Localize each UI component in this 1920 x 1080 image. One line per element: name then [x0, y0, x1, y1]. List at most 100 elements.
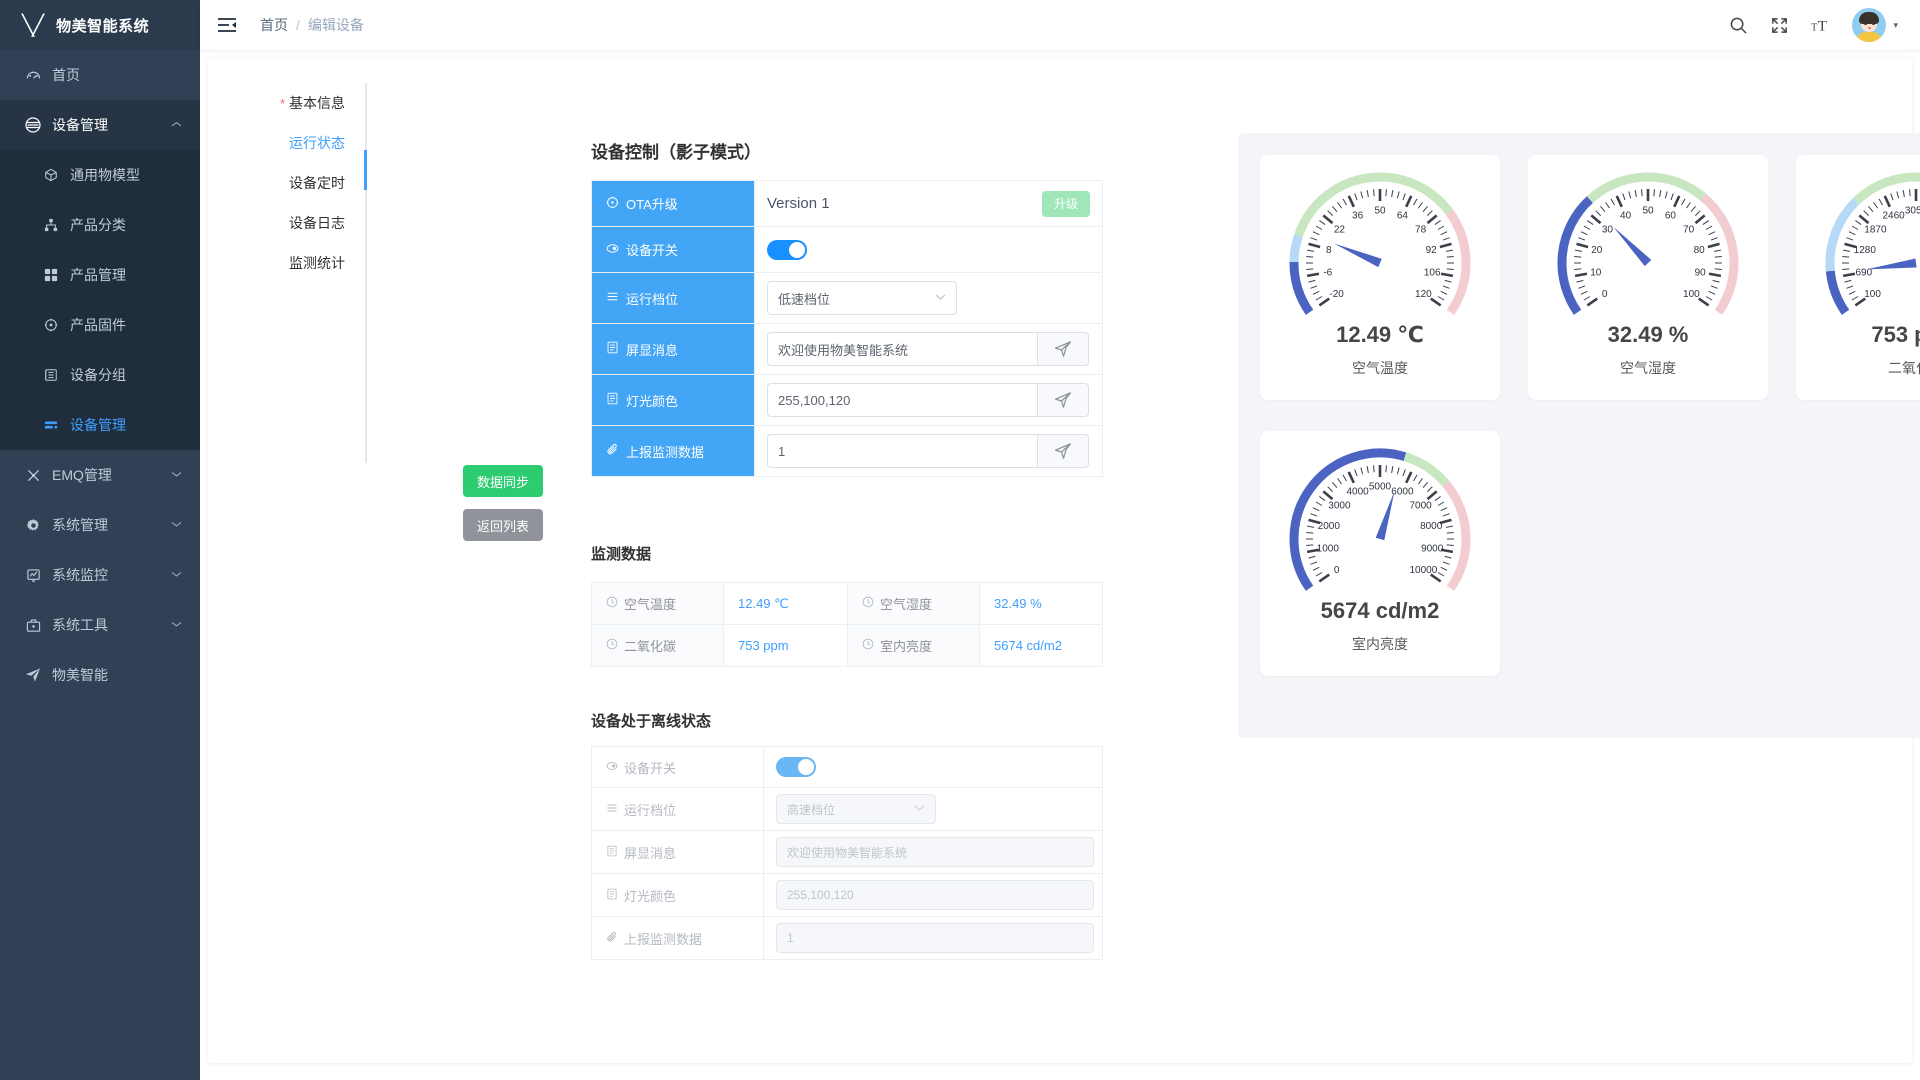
device-icon [22, 117, 44, 133]
control-row-label: 灯光颜色 [592, 375, 755, 425]
control-row-label: 上报监测数据 [592, 426, 755, 476]
offline-power-switch[interactable] [776, 757, 816, 777]
sidebar-item-product-category[interactable]: 产品分类 [0, 200, 200, 250]
sidebar-item-emq-management[interactable]: EMQ管理 [0, 450, 200, 500]
sidebar-item-label: 系统监控 [52, 567, 108, 583]
meter-icon [862, 638, 874, 653]
speed-level-select[interactable]: 低速档位 [767, 281, 957, 315]
svg-text:4000: 4000 [1346, 487, 1369, 498]
ota-icon [606, 196, 619, 212]
control-row-report-data: 上报监测数据 1 [592, 426, 1102, 477]
sidebar-item-system-monitor[interactable]: 系统监控 [0, 550, 200, 600]
sidebar-item-system-tools[interactable]: 系统工具 [0, 600, 200, 650]
gauge-chart: 1006901280187024603050364042304820541060… [1816, 163, 1920, 368]
tab-device-timer[interactable]: 设备定时 [258, 163, 363, 203]
gauge-chart: 0 10 20 30 40 50 60 70 80 90 100 [1548, 163, 1748, 368]
hamburger-icon[interactable] [216, 14, 238, 36]
tab-running-status[interactable]: 运行状态 [258, 123, 363, 163]
label-text: 空气温度 [624, 597, 677, 612]
screen-message-input[interactable]: 欢迎使用物美智能系统 [767, 332, 1037, 366]
brand-title: 物美智能系统 [56, 17, 150, 35]
sidebar-item-label: 物美智能 [52, 667, 108, 683]
svg-text:70: 70 [1683, 224, 1695, 235]
offline-screen-message-input: 欢迎使用物美智能系统 [776, 837, 1094, 867]
sidebar-subitem-label: 通用物模型 [70, 167, 140, 183]
light-color-input[interactable]: 255,100,120 [767, 383, 1037, 417]
group-icon [40, 368, 62, 382]
label-text: 屏显消息 [624, 845, 677, 861]
send-icon[interactable] [1037, 434, 1089, 468]
data-sync-button[interactable]: 数据同步 [463, 465, 543, 497]
label-text: 上报监测数据 [626, 444, 705, 460]
user-menu[interactable]: ▾ [1852, 8, 1898, 42]
control-row-ota: OTA升级 Version 1 升级 [592, 181, 1102, 227]
svg-text:22: 22 [1334, 224, 1346, 235]
firmware-version: Version 1 [767, 195, 830, 212]
control-row-value: 1 [755, 426, 1102, 476]
svg-text:8000: 8000 [1420, 521, 1443, 532]
report-data-input[interactable]: 1 [767, 434, 1037, 468]
sidebar-item-device-management-sub[interactable]: 设备管理 [0, 400, 200, 450]
chip-icon [40, 318, 62, 332]
sidebar-item-label: 系统工具 [52, 617, 108, 633]
svg-text:-20: -20 [1329, 289, 1344, 300]
gauge-card-co2: 1006901280187024603050364042304820541060… [1796, 155, 1920, 400]
upgrade-button[interactable]: 升级 [1041, 190, 1090, 217]
svg-text:36: 36 [1352, 211, 1364, 222]
search-icon[interactable] [1729, 16, 1748, 35]
tab-label: 监测统计 [289, 255, 345, 271]
logo-icon: ╲╱ [22, 13, 44, 37]
tab-active-indicator [364, 150, 367, 190]
brand[interactable]: ╲╱ 物美智能系统 [0, 0, 200, 50]
selected-value: 高速档位 [787, 802, 836, 817]
main-content: * 基本信息 运行状态 设备定时 设备日志 监测统计 数据同步 返回列表 设备控… [200, 50, 1920, 1080]
chevron-up-icon [171, 120, 182, 129]
svg-text:60: 60 [1665, 211, 1677, 222]
sidebar-item-device-management[interactable]: 设备管理 [0, 100, 200, 150]
offline-row-value: 欢迎使用物美智能系统 [764, 831, 1106, 873]
sidebar-item-system-management[interactable]: 系统管理 [0, 500, 200, 550]
sidebar-item-product-management[interactable]: 产品管理 [0, 250, 200, 300]
svg-text:50: 50 [1642, 206, 1654, 217]
send-icon[interactable] [1037, 332, 1089, 366]
svg-text:3000: 3000 [1328, 500, 1351, 511]
sidebar-item-thing-model[interactable]: 通用物模型 [0, 150, 200, 200]
control-row-label: 屏显消息 [592, 324, 755, 374]
svg-text:120: 120 [1415, 289, 1432, 300]
fullscreen-icon[interactable] [1770, 16, 1789, 35]
control-row-value [755, 227, 1102, 272]
tab-basic-info[interactable]: * 基本信息 [258, 83, 363, 123]
offline-row-screen-message: 屏显消息 欢迎使用物美智能系统 [592, 831, 1102, 874]
tab-device-log[interactable]: 设备日志 [258, 203, 363, 243]
monitor-value: 12.49 ℃ [724, 583, 848, 624]
svg-text:20: 20 [1591, 245, 1603, 256]
cube-icon [40, 168, 62, 182]
sidebar-item-device-group[interactable]: 设备分组 [0, 350, 200, 400]
svg-text:0: 0 [1334, 565, 1340, 576]
sitemap-icon [40, 218, 62, 232]
tab-divider [365, 83, 367, 463]
svg-text:690: 690 [1855, 268, 1872, 279]
offline-row-label: 上报监测数据 [592, 917, 764, 959]
svg-text:64: 64 [1397, 211, 1409, 222]
tab-monitor-stats[interactable]: 监测统计 [258, 243, 363, 283]
sidebar-item-wumei-smart[interactable]: 物美智能 [0, 650, 200, 700]
back-to-list-button[interactable]: 返回列表 [463, 509, 543, 541]
monitor-data-table: 空气温度 12.49 ℃ 空气湿度 32.49 % 二氧化碳 [591, 582, 1103, 667]
offline-speed-select: 高速档位 [776, 794, 936, 824]
sidebar-item-product-firmware[interactable]: 产品固件 [0, 300, 200, 350]
breadcrumb-separator: / [296, 17, 300, 33]
gauge-value: 12.49 ℃ [1336, 322, 1424, 347]
grid-icon [40, 268, 62, 282]
chevron-down-icon [914, 803, 925, 815]
breadcrumb-home[interactable]: 首页 [260, 17, 288, 33]
send-icon[interactable] [1037, 383, 1089, 417]
svg-text:50: 50 [1374, 206, 1386, 217]
sidebar-item-home[interactable]: 首页 [0, 50, 200, 100]
level-icon [606, 290, 619, 306]
page-title: 设备控制（影子模式） [591, 143, 761, 162]
device-power-switch[interactable] [767, 239, 807, 260]
